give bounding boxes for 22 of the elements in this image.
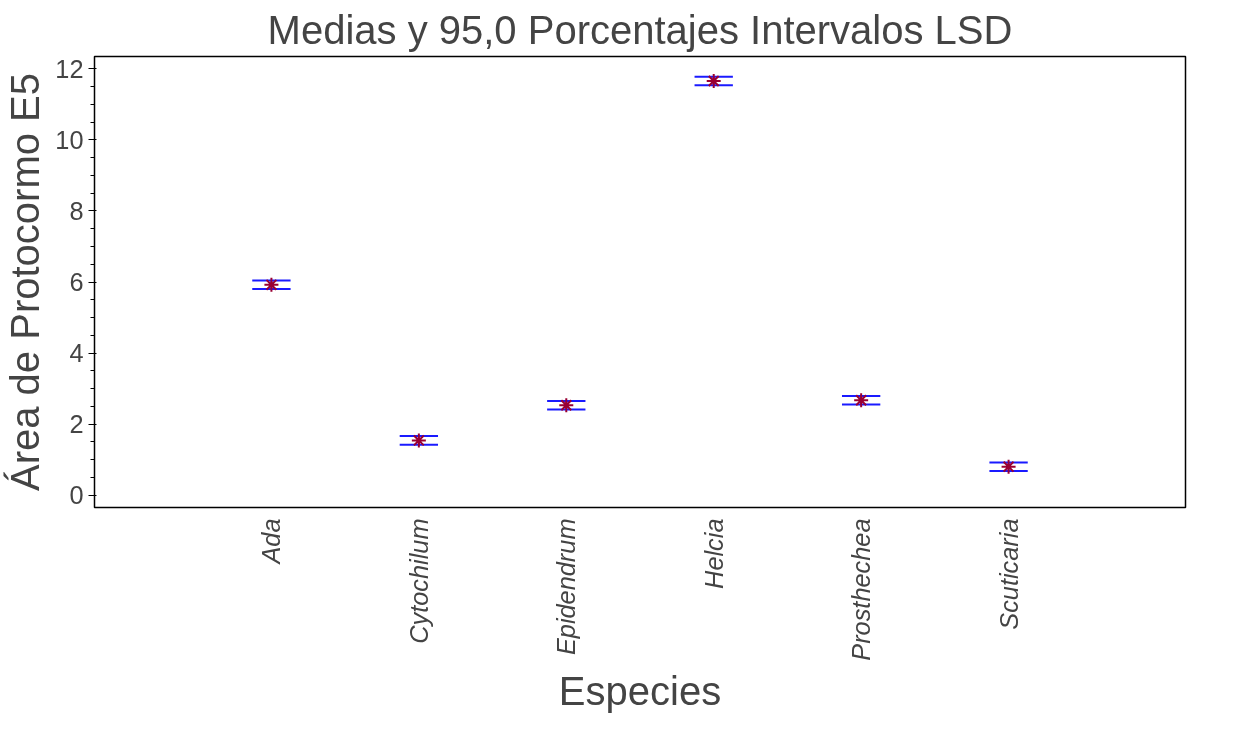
point bbox=[705, 73, 722, 89]
x-tick-label: Epidendrum bbox=[552, 518, 581, 656]
x-tick-label: Cytochilum bbox=[404, 518, 433, 644]
point bbox=[410, 432, 427, 449]
x-tick-label: Prosthechea bbox=[847, 518, 876, 661]
x-tick-label: Ada bbox=[257, 518, 286, 566]
chart-title: Medias y 95,0 Porcentajes Intervalos LSD bbox=[267, 7, 1013, 52]
y-tick-label: 2 bbox=[69, 410, 84, 439]
x-tick-label: Scuticaria bbox=[994, 518, 1023, 630]
point bbox=[853, 392, 870, 409]
x-tick-label: Helcia bbox=[699, 518, 728, 589]
y-tick-label: 8 bbox=[69, 196, 84, 225]
y-tick-label: 12 bbox=[55, 54, 84, 83]
y-tick-label: 4 bbox=[69, 339, 84, 368]
y-tick-label: 0 bbox=[69, 481, 84, 510]
y-tick-label: 6 bbox=[69, 268, 84, 296]
point bbox=[263, 276, 280, 293]
point bbox=[1000, 458, 1017, 475]
y-axis-title: Área de Protocormo E5 bbox=[3, 72, 48, 491]
point bbox=[558, 397, 575, 414]
x-axis-title: Especies bbox=[558, 668, 722, 713]
y-tick-label: 10 bbox=[55, 125, 84, 154]
